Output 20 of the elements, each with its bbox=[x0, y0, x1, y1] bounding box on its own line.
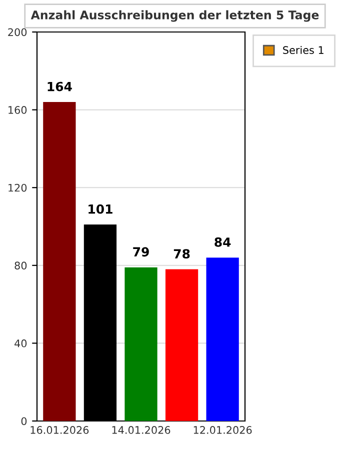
data-label: 101 bbox=[88, 204, 112, 214]
bar bbox=[43, 102, 76, 421]
bar bbox=[124, 267, 158, 421]
x-tick-label: 14.01.2026 bbox=[112, 426, 170, 434]
bar bbox=[206, 258, 239, 421]
y-tick-label: 40 bbox=[14, 339, 27, 348]
data-label: 79 bbox=[133, 247, 149, 257]
data-label: 164 bbox=[48, 82, 72, 92]
x-tick-label: 12.01.2026 bbox=[194, 426, 252, 434]
data-label: 84 bbox=[214, 237, 231, 247]
bar bbox=[165, 269, 198, 421]
text: Series 1 bbox=[283, 46, 324, 54]
y-tick-label: 80 bbox=[14, 262, 27, 270]
y-tick-label: 0 bbox=[21, 417, 27, 426]
y-tick-label: 120 bbox=[8, 184, 27, 192]
data-label: 78 bbox=[174, 249, 190, 259]
y-tick-label: 160 bbox=[8, 106, 27, 114]
x-tick-label: 16.01.2026 bbox=[30, 426, 89, 434]
y-tick-label: 200 bbox=[8, 28, 27, 36]
chart-title: Anzahl Ausschreibungen der letzten 5 Tage bbox=[30, 10, 319, 22]
